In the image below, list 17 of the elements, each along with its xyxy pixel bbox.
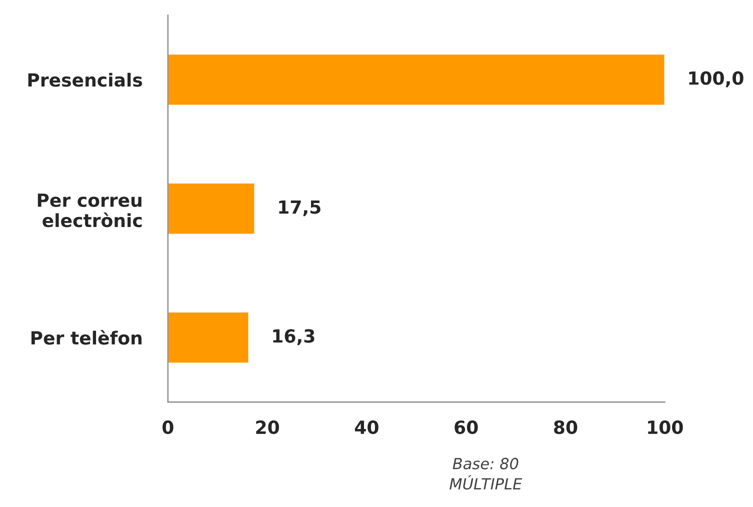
- data-label: 100,0: [689, 71, 744, 88]
- y-tick-label: Presencials: [28, 72, 142, 87]
- bar: [168, 53, 665, 106]
- x-tick-label: 20: [256, 420, 280, 434]
- x-tick-label: 60: [454, 420, 478, 434]
- bar: [168, 311, 250, 364]
- x-tick-label: 80: [554, 420, 578, 434]
- data-label: 16,3: [273, 329, 314, 346]
- text: Base: 80: [452, 458, 518, 470]
- x-tick-label: 40: [354, 420, 378, 434]
- y-tick-label: Per telèfon: [31, 330, 142, 345]
- data-label: 17,5: [279, 200, 320, 216]
- bar: [168, 182, 256, 236]
- y-tick-label: Per correu electrònic: [38, 194, 142, 228]
- x-tick-label: 100: [648, 420, 683, 434]
- text: MÚLTIPLE: [450, 475, 522, 490]
- x-tick-label: 0: [162, 420, 174, 434]
